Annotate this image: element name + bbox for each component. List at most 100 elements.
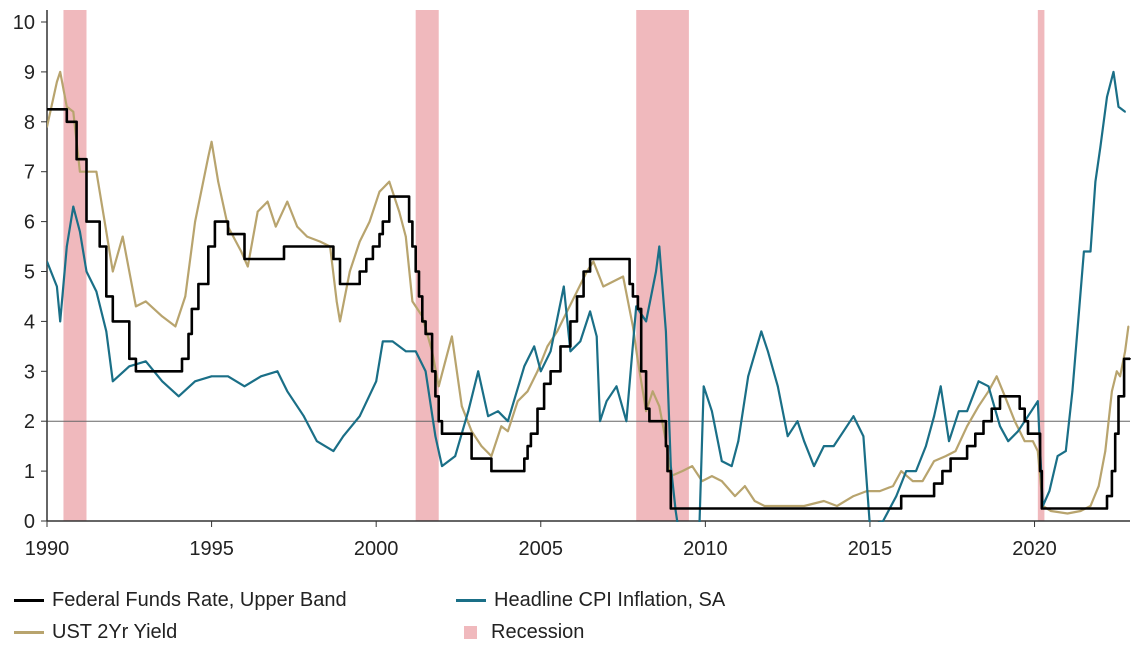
data-point-ust2y-32 [348, 270, 351, 273]
data-point-ust2y-31 [339, 320, 341, 323]
data-point-cpi-2 [59, 320, 62, 323]
data-point-cpi-109 [1112, 71, 1115, 73]
data-point-fed_funds-31 [424, 332, 427, 335]
data-point-ust2y-46 [470, 430, 473, 433]
data-point-ust2y-33 [358, 240, 361, 243]
axes: 0 1 2 3 4 5 6 7 8 9 10 1990 1995 2000 2005 2010 2015 2020 [13, 10, 1130, 560]
data-point-fed_funds-44 [559, 345, 562, 348]
data-point-ust2y-21 [246, 265, 249, 268]
legend-item-cpi: Headline CPI Inflation, SA [456, 589, 725, 612]
data-point-cpi-74 [813, 465, 815, 468]
y-tick-label-1: 1 [24, 461, 35, 483]
x-tick-label-2: 2000 [354, 538, 399, 560]
data-point-fed_funds-22 [371, 245, 374, 248]
series-points-fed_funds [47, 108, 1131, 510]
data-point-cpi-55 [655, 270, 657, 273]
data-point-cpi-65 [730, 465, 733, 468]
data-point-ust2y-43 [444, 360, 447, 363]
data-point-cpi-24 [342, 435, 345, 438]
data-point-fed_funds-40 [529, 432, 532, 435]
data-point-fed_funds-42 [543, 382, 545, 385]
data-point-cpi-56 [658, 245, 661, 248]
data-point-ust2y-88 [911, 480, 914, 482]
data-point-cpi-67 [747, 375, 750, 378]
data-point-ust2y-83 [852, 495, 855, 497]
data-point-fed_funds-71 [1040, 507, 1043, 510]
data-point-ust2y-92 [954, 450, 957, 453]
data-point-ust2y-61 [612, 280, 615, 283]
data-point-ust2y-98 [1013, 420, 1016, 423]
data-point-cpi-107 [1099, 145, 1102, 148]
data-point-fed_funds-16 [243, 258, 246, 260]
data-point-ust2y-103 [1050, 510, 1052, 512]
data-point-ust2y-36 [388, 180, 391, 183]
data-point-cpi-39 [506, 420, 509, 423]
data-point-ust2y-55 [556, 330, 559, 333]
data-point-fed_funds-72 [1106, 495, 1108, 497]
data-point-ust2y-57 [576, 290, 578, 293]
data-point-fed_funds-19 [339, 283, 341, 285]
data-point-cpi-87 [939, 385, 942, 388]
data-point-fed_funds-29 [418, 295, 420, 298]
data-point-fed_funds-58 [900, 495, 903, 497]
data-point-fed_funds-10 [187, 332, 190, 335]
data-point-cpi-68 [760, 330, 763, 333]
data-point-fed_funds-25 [388, 195, 391, 198]
data-point-cpi-22 [316, 440, 318, 443]
data-point-cpi-108 [1106, 95, 1108, 98]
data-point-ust2y-49 [500, 425, 503, 428]
data-point-fed_funds-41 [536, 407, 539, 410]
data-point-cpi-49 [599, 420, 601, 423]
data-point-ust2y-76 [743, 485, 746, 487]
data-point-cpi-23 [332, 450, 335, 453]
data-point-cpi-30 [414, 350, 417, 353]
data-point-cpi-111 [1124, 110, 1126, 113]
data-point-cpi-4 [72, 205, 75, 208]
data-point-fed_funds-14 [213, 220, 216, 223]
legend-swatch-cpi [456, 599, 486, 602]
data-point-fed_funds-9 [181, 357, 183, 360]
data-point-ust2y-44 [450, 335, 453, 338]
legend-label-cpi: Headline CPI Inflation, SA [494, 589, 726, 611]
x-tick-label-4: 2010 [683, 538, 728, 560]
data-point-cpi-1 [55, 285, 58, 288]
data-point-cpi-110 [1117, 105, 1120, 108]
data-point-fed_funds-46 [576, 295, 578, 298]
data-point-fed_funds-68 [1023, 420, 1026, 423]
data-point-fed_funds-61 [949, 457, 952, 460]
series-line-fed_funds [47, 108, 1130, 510]
data-point-cpi-52 [625, 420, 628, 423]
data-point-fed_funds-52 [640, 370, 643, 373]
recession-band-3 [1037, 10, 1045, 521]
data-point-fed_funds-23 [378, 233, 381, 235]
data-point-ust2y-13 [174, 325, 177, 328]
data-point-fed_funds-18 [332, 258, 335, 260]
data-point-ust2y-64 [636, 360, 639, 363]
data-point-fed_funds-49 [628, 283, 631, 285]
legend-item-fed-funds: Federal Funds Rate, Upper Band [14, 589, 347, 612]
data-point-ust2y-99 [1023, 440, 1026, 443]
data-point-cpi-85 [925, 445, 927, 448]
data-point-fed_funds-65 [990, 407, 993, 410]
data-point-ust2y-96 [995, 375, 998, 378]
data-point-cpi-44 [562, 285, 565, 288]
data-point-cpi-72 [796, 420, 799, 423]
data-point-ust2y-50 [506, 430, 509, 433]
data-point-cpi-86 [933, 415, 936, 418]
data-point-ust2y-73 [711, 475, 713, 477]
data-point-cpi-59 [674, 510, 677, 512]
data-point-ust2y-34 [368, 220, 371, 223]
data-point-ust2y-35 [378, 190, 381, 193]
data-point-ust2y-86 [892, 485, 894, 487]
data-point-fed_funds-74 [1114, 432, 1117, 435]
data-point-ust2y-20 [240, 250, 243, 253]
x-tick-label-5: 2015 [848, 538, 893, 560]
y-tick-label-8: 8 [24, 112, 35, 134]
series-lines [47, 70, 1131, 522]
data-point-cpi-33 [441, 465, 443, 468]
data-point-cpi-42 [539, 370, 542, 373]
data-point-ust2y-93 [966, 425, 968, 428]
data-point-ust2y-3 [65, 105, 68, 108]
legend-item-ust2y: UST 2Yr Yield [14, 621, 177, 644]
data-point-fed_funds-48 [589, 258, 592, 260]
